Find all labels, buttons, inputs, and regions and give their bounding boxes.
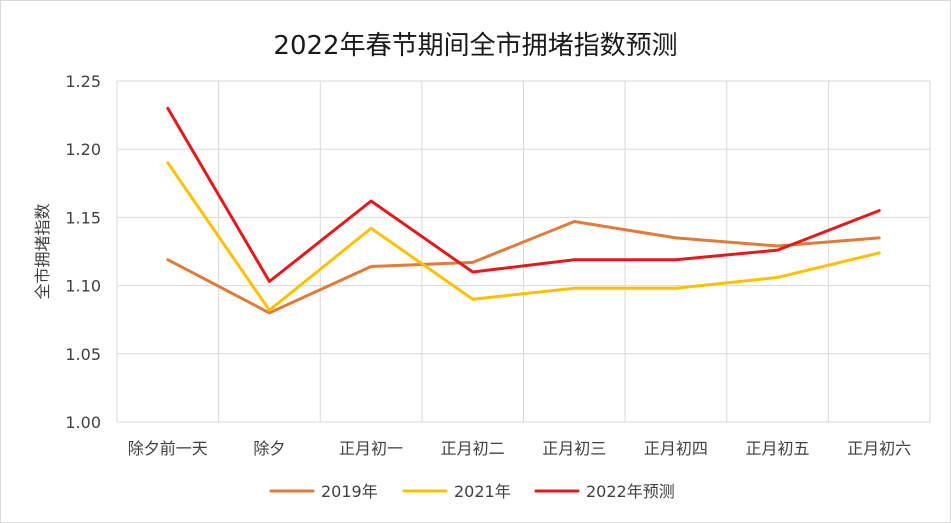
y-tick-label: 1.20 (65, 140, 101, 159)
y-axis-ticks: 1.00 1.05 1.10 1.15 1.20 1.25 (65, 72, 101, 432)
legend: 2019年 2021年 2022年预测 (269, 482, 675, 501)
x-tick-label: 正月初六 (847, 439, 911, 458)
series-line-0 (166, 220, 881, 315)
chart-title: 2022年春节期间全市拥堵指数预测 (273, 31, 678, 61)
y-tick-label: 1.00 (65, 413, 101, 432)
y-tick-label: 1.25 (65, 72, 101, 91)
x-tick-label: 正月初三 (542, 439, 606, 458)
x-tick-label: 正月初五 (746, 439, 810, 458)
series-lines (166, 106, 881, 315)
legend-label-0: 2019年 (321, 482, 378, 501)
series-line-1 (166, 161, 881, 312)
legend-label-1: 2021年 (454, 482, 511, 501)
x-tick-label: 正月初一 (339, 439, 403, 458)
y-tick-label: 1.10 (65, 277, 101, 296)
x-tick-label: 除夕前一天 (128, 439, 208, 458)
gridlines (116, 80, 931, 423)
x-tick-label: 除夕 (253, 439, 285, 458)
x-axis-categories: 除夕前一天 除夕 正月初一 正月初二 正月初三 正月初四 正月初五 正月初六 (128, 439, 911, 458)
y-axis-label: 全市拥堵指数 (33, 203, 52, 299)
y-tick-label: 1.05 (65, 345, 101, 364)
x-tick-label: 正月初四 (644, 439, 708, 458)
y-tick-label: 1.15 (65, 208, 101, 227)
x-tick-label: 正月初二 (441, 439, 505, 458)
legend-label-2: 2022年预测 (586, 482, 675, 501)
series-line-2 (166, 106, 881, 283)
